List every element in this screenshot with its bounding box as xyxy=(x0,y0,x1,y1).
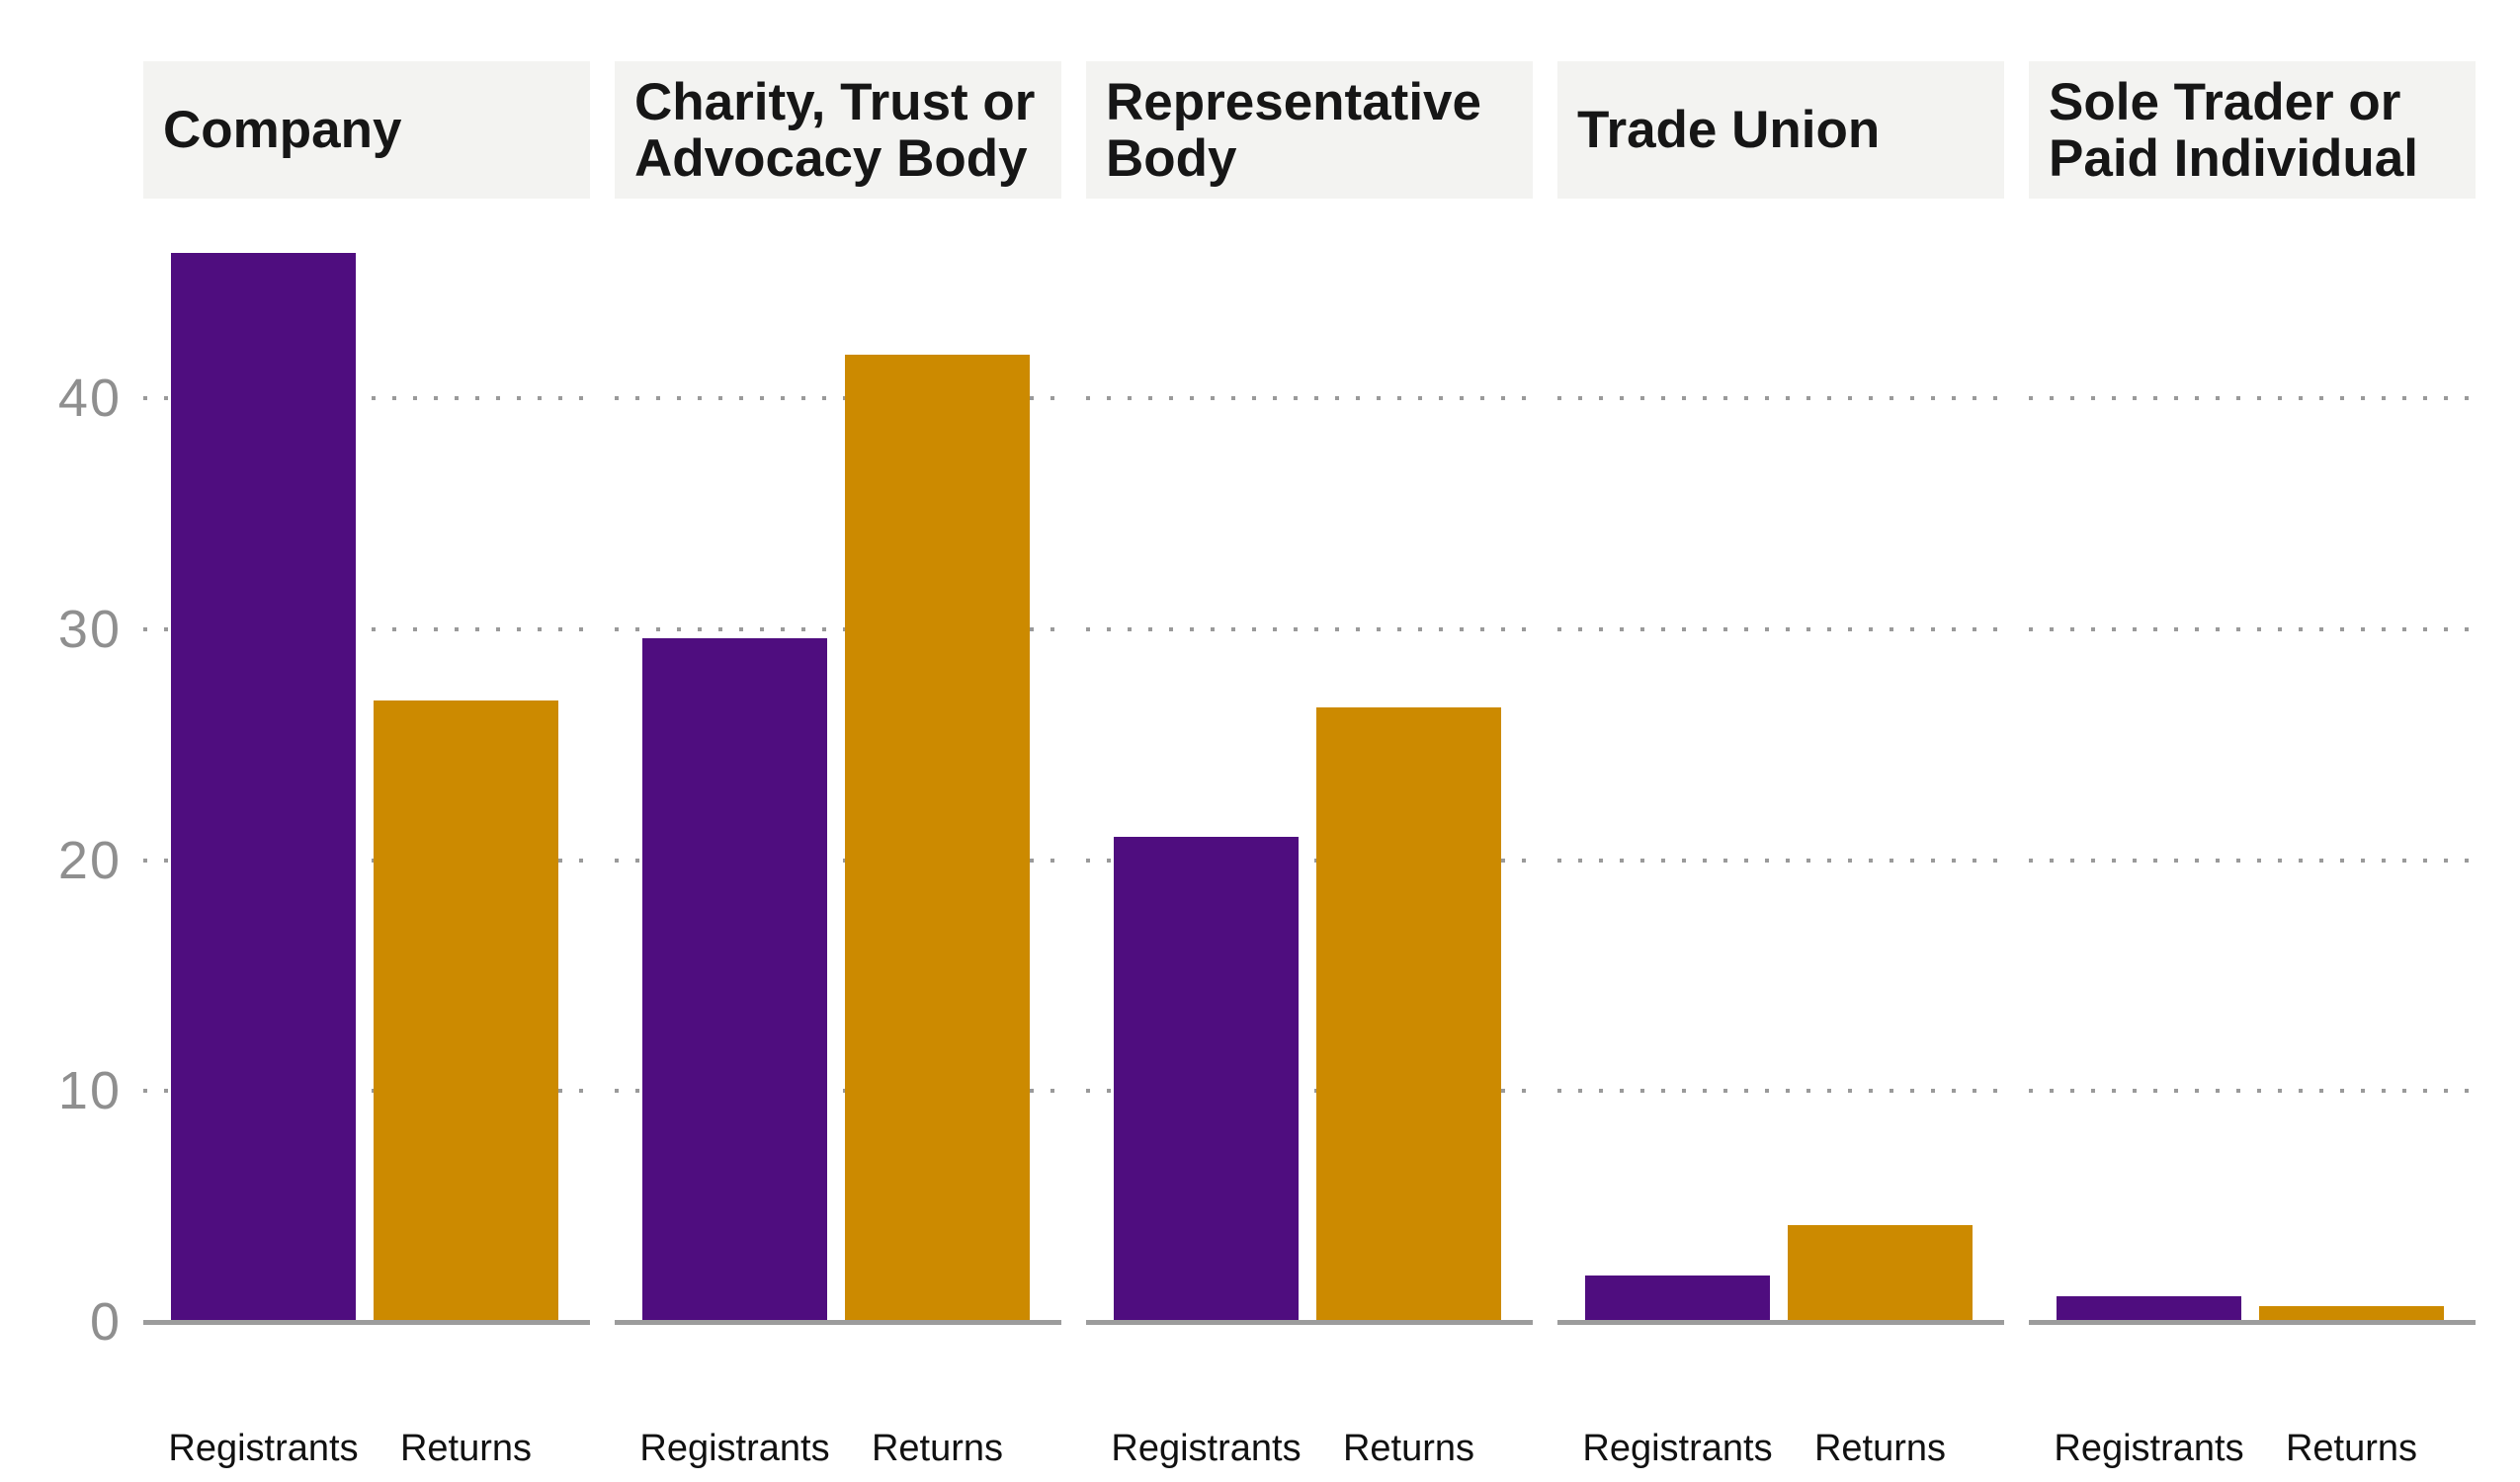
facet-title-sole-trader: Sole Trader or Paid Individual xyxy=(2029,61,2476,199)
gridline-30 xyxy=(143,627,590,631)
facet-panel-charity-trust-advocacy: Charity, Trust or Advocacy Body Registra… xyxy=(615,0,1061,1482)
gridline-40 xyxy=(2029,396,2476,400)
gridline-30 xyxy=(1086,627,1533,631)
gridline-40 xyxy=(1086,396,1533,400)
facet-title-text: Sole Trader or Paid Individual xyxy=(2049,72,2419,188)
y-axis-tick-10: 10 xyxy=(57,1061,122,1120)
facet-panel-company: Company Registrants Returns xyxy=(143,0,590,1482)
gridline-40 xyxy=(615,396,1061,400)
gridline-20 xyxy=(615,859,1061,863)
x-axis-line xyxy=(1086,1320,1533,1325)
gridline-10 xyxy=(1557,1089,2004,1093)
facet-panel-trade-union: Trade Union Registrants Returns xyxy=(1557,0,2004,1482)
x-tick-registrants: Registrants xyxy=(639,1428,830,1469)
facet-title-representative: Representative Body xyxy=(1086,61,1533,199)
bar-representative-returns xyxy=(1316,707,1501,1322)
gridline-10 xyxy=(143,1089,590,1093)
gridline-10 xyxy=(1086,1089,1533,1093)
x-tick-registrants: Registrants xyxy=(1582,1428,1773,1469)
bar-representative-registrants xyxy=(1114,837,1299,1322)
gridline-30 xyxy=(2029,627,2476,631)
bar-company-returns xyxy=(374,700,558,1322)
facet-panel-sole-trader: Sole Trader or Paid Individual Registran… xyxy=(2029,0,2476,1482)
gridline-20 xyxy=(143,859,590,863)
gridline-30 xyxy=(1557,627,2004,631)
x-tick-returns: Returns xyxy=(1813,1428,1947,1469)
gridline-20 xyxy=(2029,859,2476,863)
facet-title-trade-union: Trade Union xyxy=(1557,61,2004,199)
facet-panel-representative-body: Representative Body Registrants Returns xyxy=(1086,0,1533,1482)
y-axis-tick-20: 20 xyxy=(57,831,122,890)
x-tick-returns: Returns xyxy=(871,1428,1004,1469)
x-axis-line xyxy=(1557,1320,2004,1325)
facet-title-charity: Charity, Trust or Advocacy Body xyxy=(615,61,1061,199)
y-axis-tick-40: 40 xyxy=(57,369,122,428)
gridline-20 xyxy=(1557,859,2004,863)
bar-trade-union-returns xyxy=(1788,1225,1973,1322)
bar-charity-registrants xyxy=(642,638,827,1322)
gridline-10 xyxy=(615,1089,1061,1093)
x-tick-returns: Returns xyxy=(2285,1428,2418,1469)
y-axis-tick-0: 0 xyxy=(89,1292,122,1352)
x-tick-registrants: Registrants xyxy=(1111,1428,1302,1469)
x-tick-returns: Returns xyxy=(1342,1428,1475,1469)
gridline-10 xyxy=(2029,1089,2476,1093)
gridline-30 xyxy=(615,627,1061,631)
x-tick-returns: Returns xyxy=(399,1428,533,1469)
facet-title-company: Company xyxy=(143,61,590,199)
x-axis-line xyxy=(143,1320,590,1325)
facet-title-text: Company xyxy=(163,101,402,159)
bar-charity-returns xyxy=(845,355,1030,1322)
bar-trade-union-registrants xyxy=(1585,1276,1770,1322)
gridline-40 xyxy=(143,396,590,400)
gridline-20 xyxy=(1086,859,1533,863)
bar-company-registrants xyxy=(171,253,356,1322)
bar-sole-trader-registrants xyxy=(2057,1296,2241,1322)
gridline-40 xyxy=(1557,396,2004,400)
y-axis-tick-30: 30 xyxy=(57,600,122,659)
facet-title-text: Charity, Trust or Advocacy Body xyxy=(634,72,1036,188)
facet-title-text: Representative Body xyxy=(1106,72,1482,188)
x-tick-registrants: Registrants xyxy=(2054,1428,2244,1469)
facet-title-text: Trade Union xyxy=(1577,101,1881,159)
bar-sole-trader-returns xyxy=(2259,1306,2444,1322)
x-tick-registrants: Registrants xyxy=(168,1428,359,1469)
x-axis-line xyxy=(615,1320,1061,1325)
x-axis-line xyxy=(2029,1320,2476,1325)
